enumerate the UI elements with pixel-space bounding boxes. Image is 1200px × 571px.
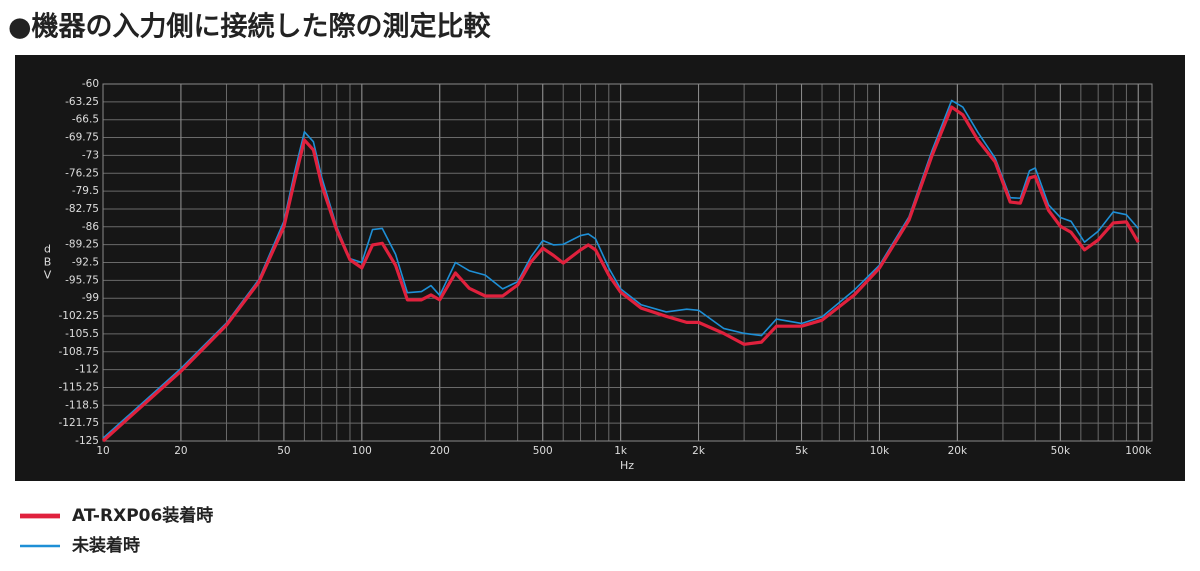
- series-line: [101, 105, 1140, 443]
- y-tick-label: -99: [82, 292, 99, 304]
- x-tick-label: 200: [430, 445, 450, 457]
- x-tick-label: 1k: [614, 445, 628, 457]
- x-tick-label: 100k: [1125, 445, 1152, 457]
- y-tick-label: -66.5: [72, 114, 99, 126]
- chart-panel: [15, 55, 1185, 481]
- y-tick-label: -125: [75, 435, 99, 447]
- y-tick-label: -108.75: [58, 346, 99, 358]
- x-tick-label: 500: [533, 445, 553, 457]
- y-tick-label: -82.75: [65, 203, 99, 215]
- series-line: [102, 99, 1139, 439]
- y-tick-label: -60: [82, 78, 99, 90]
- x-tick-label: 5k: [795, 445, 809, 457]
- y-axis-label: dBV: [41, 243, 54, 282]
- y-tick-label: -95.75: [65, 274, 99, 286]
- y-tick-label: -79.5: [72, 185, 99, 197]
- y-tick-label: -121.75: [58, 417, 99, 429]
- y-tick-label: -76.25: [65, 167, 99, 179]
- x-tick-label: 50k: [1051, 445, 1071, 457]
- x-tick-label: 20k: [948, 445, 968, 457]
- y-tick-label: -63.25: [65, 96, 99, 108]
- y-tick-label: -115.25: [58, 381, 99, 393]
- chart-title: ●機器の入力側に接続した際の測定比較: [8, 11, 492, 43]
- x-tick-label: 10: [96, 445, 109, 457]
- x-tick-label: 100: [352, 445, 372, 457]
- x-tick-label: 50: [277, 445, 290, 457]
- y-tick-label: -118.5: [65, 399, 99, 411]
- x-axis-label: Hz: [620, 459, 634, 472]
- y-tick-label: -105.5: [65, 328, 99, 340]
- y-tick-label: -92.5: [72, 257, 99, 269]
- y-tick-label: -69.75: [65, 132, 99, 144]
- legend-label: AT-RXP06装着時: [72, 505, 213, 526]
- x-tick-label: 10k: [870, 445, 890, 457]
- plot-frame: [102, 83, 1153, 442]
- y-tick-label: -112: [75, 364, 99, 376]
- y-tick-label: -102.25: [58, 310, 99, 322]
- legend-label: 未装着時: [71, 535, 140, 556]
- x-tick-label: 2k: [692, 445, 706, 457]
- y-tick-label: -86: [82, 221, 99, 233]
- y-tick-label: -89.25: [65, 239, 99, 251]
- y-tick-label: -73: [82, 149, 99, 161]
- x-tick-label: 20: [174, 445, 187, 457]
